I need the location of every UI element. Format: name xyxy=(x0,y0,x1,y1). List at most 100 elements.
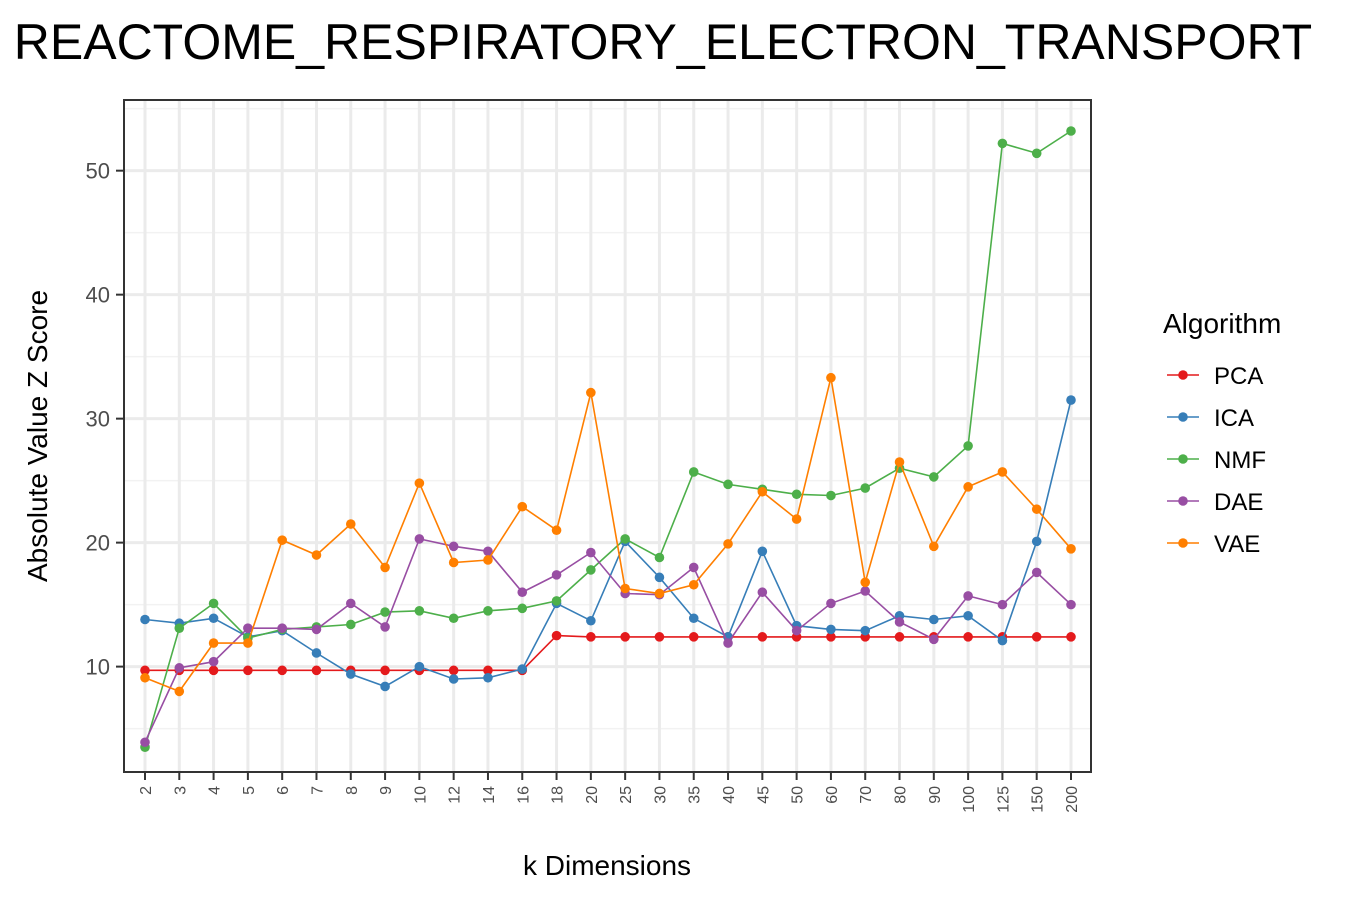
series-line-nmf xyxy=(144,130,1072,748)
data-point-pca xyxy=(208,665,219,676)
y-axis-title: Absolute Value Z Score xyxy=(22,290,53,582)
x-tick-label: 50 xyxy=(790,786,807,804)
data-point-ica xyxy=(826,624,836,635)
data-point-nmf xyxy=(997,138,1008,149)
major-gridlines xyxy=(124,100,1091,772)
legend-marker-nmf xyxy=(1178,454,1188,464)
legend-title: Algorithm xyxy=(1163,308,1281,339)
data-point-pca xyxy=(963,632,973,642)
data-point-dae xyxy=(174,663,185,673)
chart-title-text: REACTOME_RESPIRATORY_ELECTRON_TRANSPORT xyxy=(13,14,1313,70)
data-point-nmf xyxy=(414,606,425,616)
x-tick-label: 80 xyxy=(893,786,910,804)
x-tick-label: 45 xyxy=(755,786,772,804)
data-point-dae xyxy=(140,737,150,748)
data-point-nmf xyxy=(1031,148,1042,159)
legend-marker-pca xyxy=(1178,370,1188,380)
data-point-vae xyxy=(723,539,733,549)
x-axis-title: k Dimensions xyxy=(523,850,691,881)
x-axis: 2 3 4 5 6 7 8 9 10 12 14 16 18 20 25 30 35 40 45 50 60 70 80 90… xyxy=(138,772,1081,813)
data-point-vae xyxy=(586,387,596,398)
data-point-dae xyxy=(345,598,356,609)
legend: Algorithm PCA ICA NMF DAE VAE xyxy=(1163,308,1281,558)
data-point-ica xyxy=(208,613,219,624)
data-point-nmf xyxy=(517,603,528,614)
x-tick-label: 90 xyxy=(927,786,944,804)
data-point-pca xyxy=(620,632,630,642)
data-point-pca xyxy=(448,665,459,676)
data-point-vae xyxy=(517,501,528,512)
data-point-ica xyxy=(997,635,1008,646)
data-point-vae xyxy=(1066,544,1076,554)
data-point-ica xyxy=(757,546,768,557)
x-tick-label: 125 xyxy=(995,786,1012,813)
y-tick-label: 20 xyxy=(86,531,110,556)
x-tick-label: 200 xyxy=(1064,786,1081,813)
data-point-dae xyxy=(723,638,733,648)
data-point-dae xyxy=(826,598,836,609)
data-point-ica xyxy=(345,669,356,679)
data-point-nmf xyxy=(174,623,185,633)
x-tick-label: 4 xyxy=(207,786,224,795)
data-point-vae xyxy=(414,478,425,488)
x-tick-label: 70 xyxy=(858,786,875,804)
x-tick-label: 40 xyxy=(721,786,738,804)
data-point-vae xyxy=(688,579,699,590)
x-tick-label: 14 xyxy=(481,786,498,804)
data-point-vae xyxy=(757,486,768,497)
series-line-ica xyxy=(144,399,1072,688)
data-point-pca xyxy=(483,665,493,676)
data-point-dae xyxy=(1066,599,1076,610)
data-point-dae xyxy=(791,625,802,636)
data-point-nmf xyxy=(723,479,733,490)
data-point-ica xyxy=(414,661,425,672)
data-point-dae xyxy=(483,546,493,557)
data-point-vae xyxy=(277,535,287,545)
data-point-pca xyxy=(826,632,836,642)
data-point-ica xyxy=(1066,395,1076,405)
legend-marker-vae xyxy=(1178,538,1188,548)
data-point-vae xyxy=(997,467,1008,477)
data-point-ica xyxy=(311,648,322,658)
data-point-pca xyxy=(1066,632,1076,642)
data-point-nmf xyxy=(345,619,356,630)
series-line-pca xyxy=(145,634,1071,672)
data-point-dae xyxy=(586,547,596,558)
data-point-ica xyxy=(654,572,665,583)
data-point-vae xyxy=(448,557,459,568)
y-tick-label: 30 xyxy=(86,407,110,432)
data-point-vae xyxy=(929,541,939,552)
data-point-vae xyxy=(860,577,871,588)
y-axis: 10 20 30 40 50 xyxy=(86,159,124,680)
data-point-nmf xyxy=(929,472,939,482)
data-point-nmf xyxy=(586,565,596,575)
data-point-ica xyxy=(963,610,973,621)
data-point-dae xyxy=(517,587,528,598)
x-tick-label: 16 xyxy=(515,786,532,804)
data-point-ica xyxy=(483,672,493,683)
data-point-pca xyxy=(757,632,768,642)
data-point-dae xyxy=(448,541,459,552)
x-tick-label: 35 xyxy=(687,786,704,804)
data-point-pca xyxy=(894,632,905,642)
data-point-vae xyxy=(620,583,630,594)
data-point-nmf xyxy=(826,490,836,501)
data-point-dae xyxy=(929,634,939,645)
legend-marker-dae xyxy=(1178,496,1188,506)
data-point-vae xyxy=(140,672,150,683)
data-point-pca xyxy=(688,632,699,642)
legend-label-ica: ICA xyxy=(1214,405,1254,432)
data-point-ica xyxy=(517,664,528,674)
x-tick-label: 5 xyxy=(241,786,258,795)
data-point-dae xyxy=(277,623,287,633)
x-tick-label: 20 xyxy=(584,786,601,804)
data-point-pca xyxy=(140,665,150,676)
x-tick-label: 9 xyxy=(378,786,395,795)
series-line-dae xyxy=(144,537,1072,743)
data-point-nmf xyxy=(1066,126,1076,136)
data-point-pca xyxy=(311,665,322,676)
data-point-vae xyxy=(483,555,493,565)
data-point-dae xyxy=(551,570,562,580)
data-point-vae xyxy=(311,550,322,560)
